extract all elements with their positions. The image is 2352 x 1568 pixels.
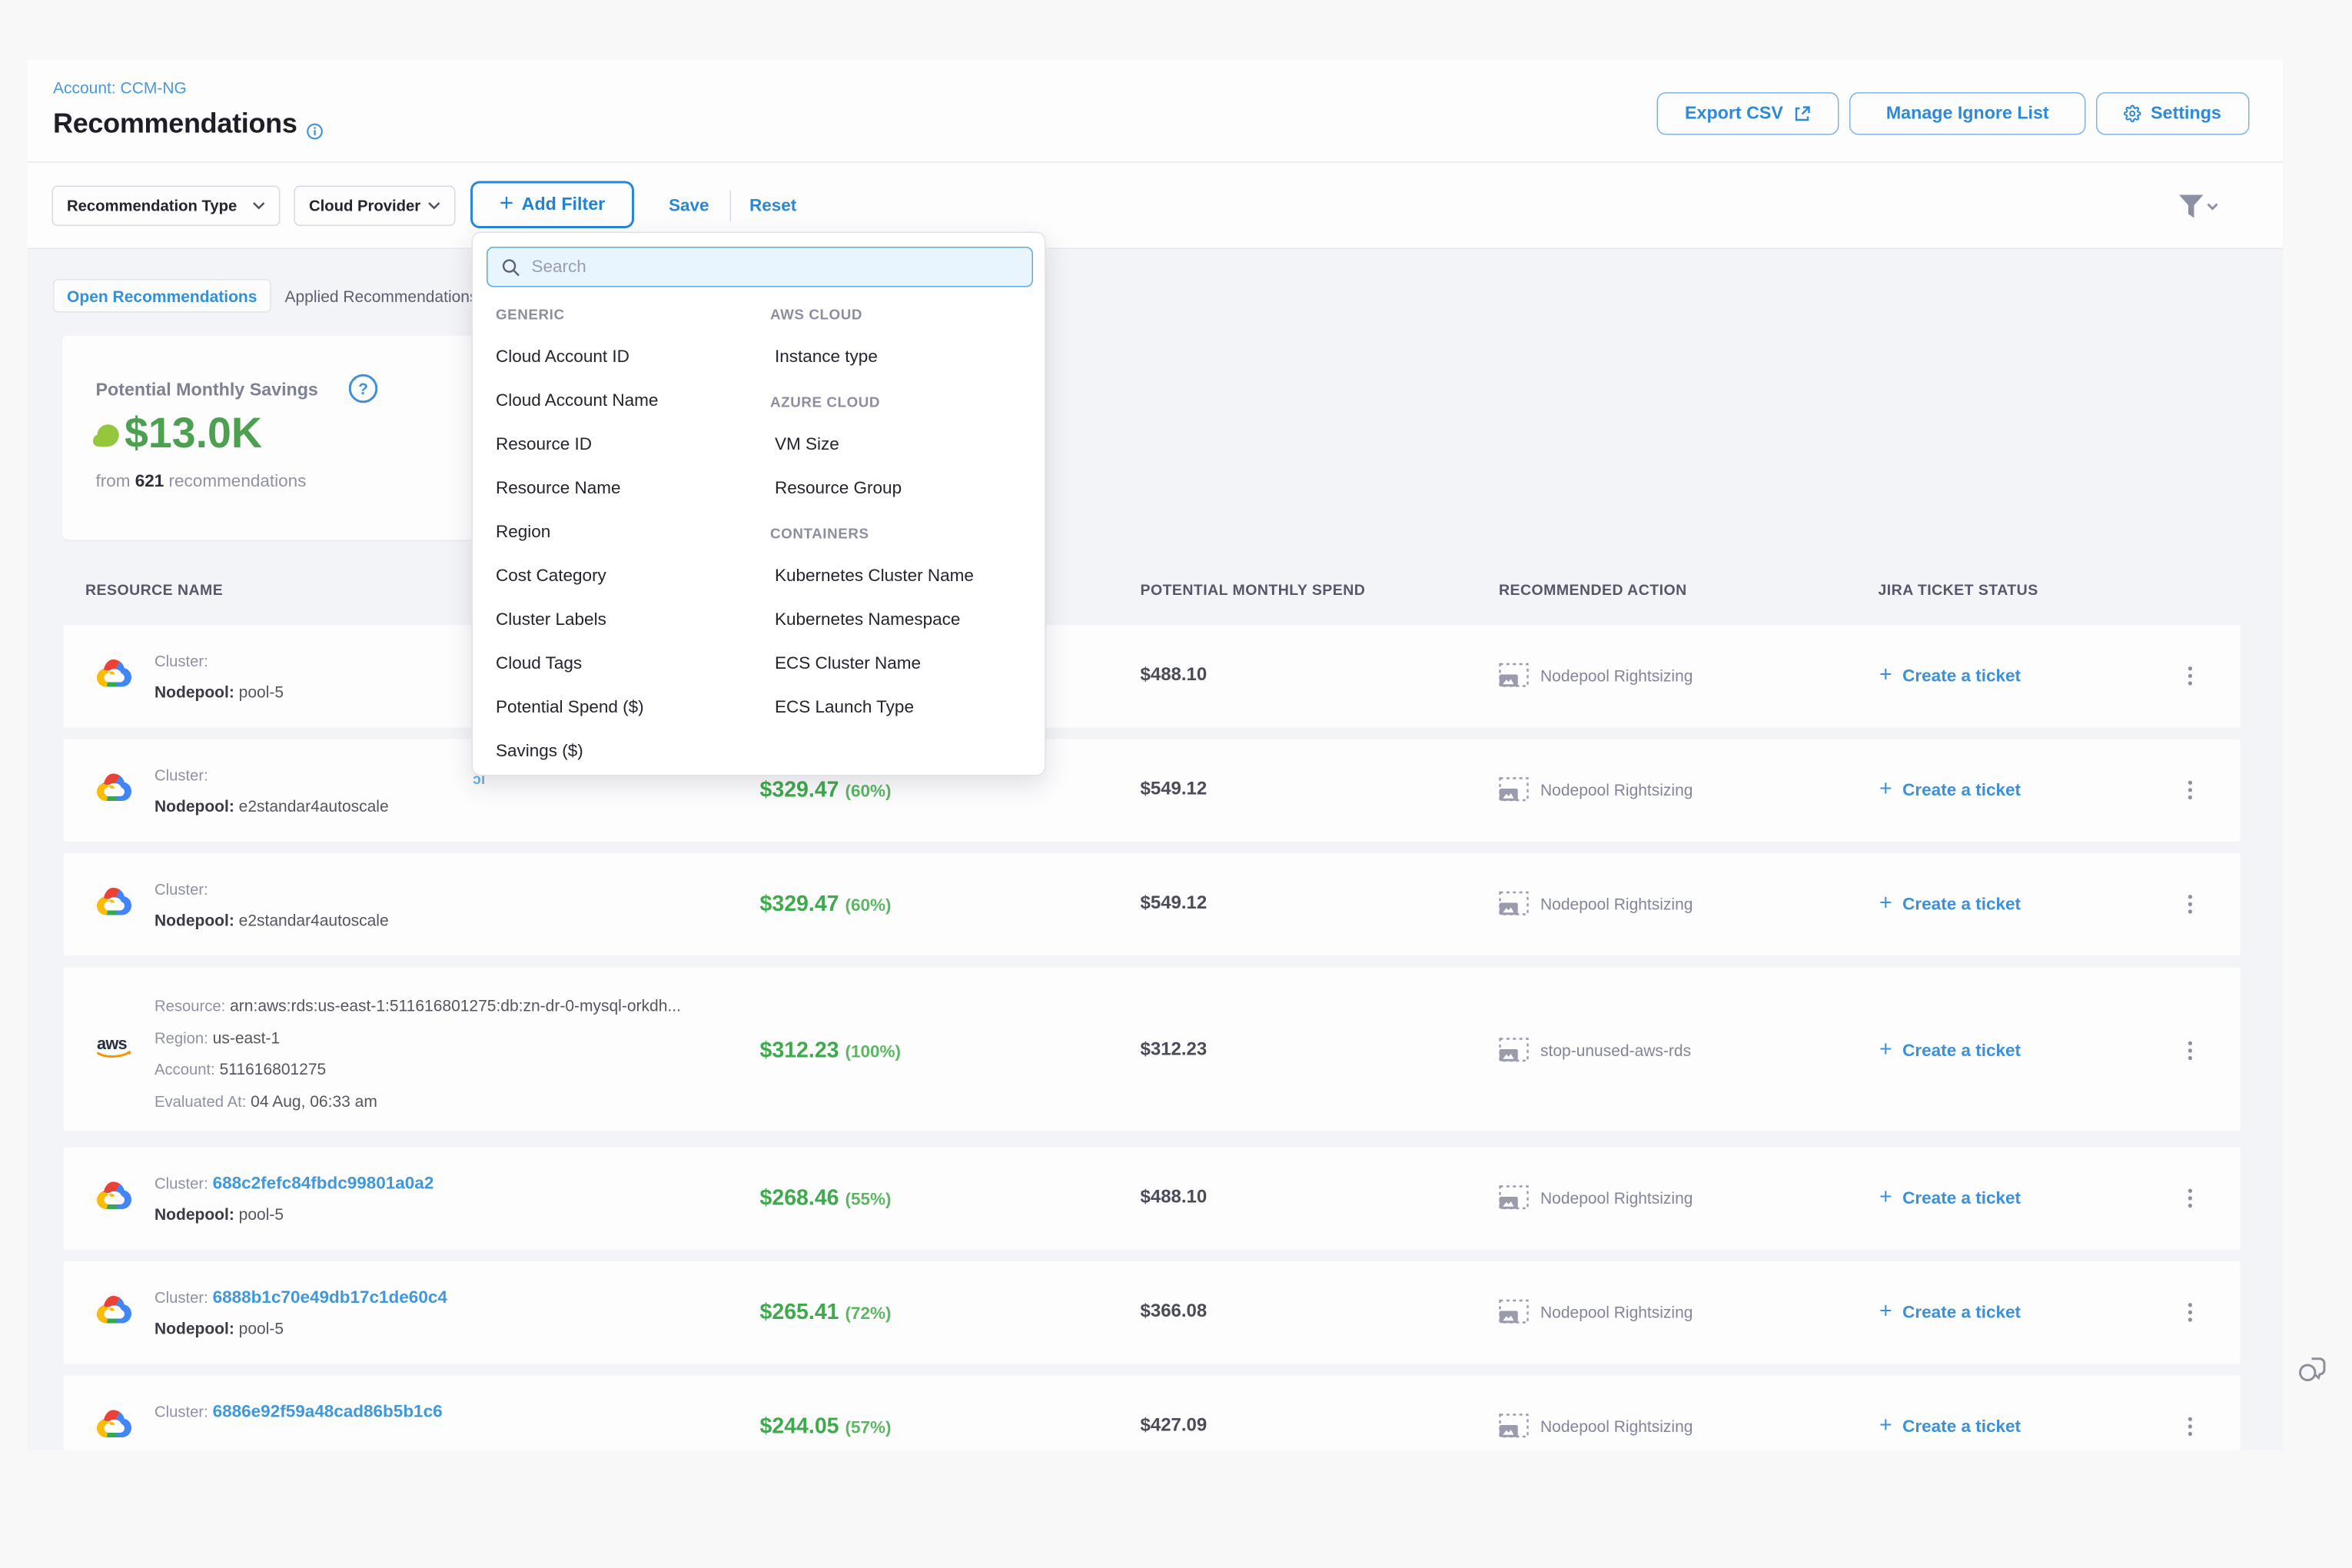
svg-text:?: ? (358, 380, 368, 398)
